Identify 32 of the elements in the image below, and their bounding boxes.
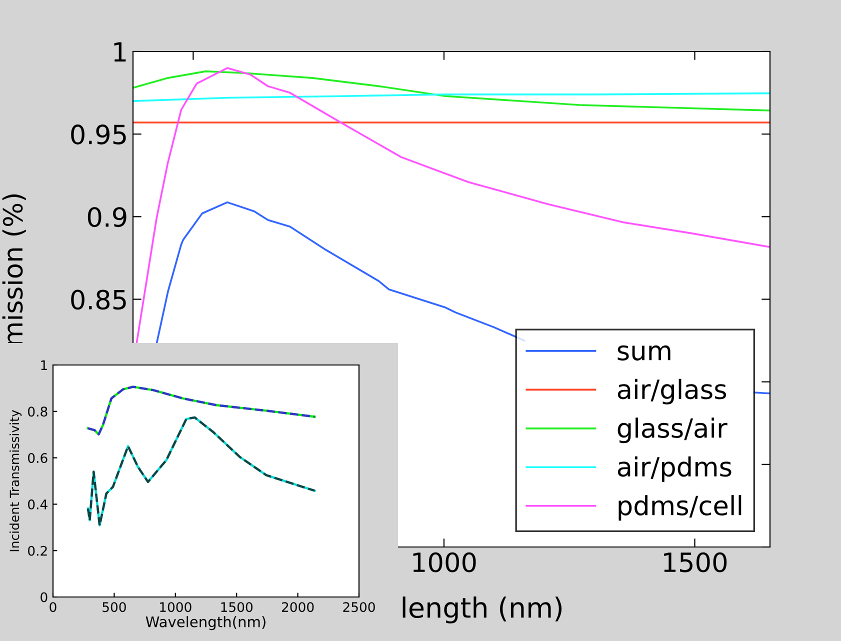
x-tick-label: 2000 xyxy=(282,602,314,612)
line-series xyxy=(86,386,316,436)
x-tick-label: 2500 xyxy=(343,602,375,612)
legend-label: pdms/cell xyxy=(618,495,742,521)
x-tick-label: 500 xyxy=(102,602,126,612)
y-tick-label: 0.95 xyxy=(71,124,126,144)
line-series xyxy=(86,416,316,526)
y-tick-label: 0.9 xyxy=(88,207,126,228)
y-axis-title: mission (%) xyxy=(2,194,26,345)
y-tick-label: 0.2 xyxy=(28,546,47,556)
legend-label: air/glass xyxy=(618,378,726,404)
y-tick-label: 0.4 xyxy=(28,499,48,510)
x-tick-label: 1000 xyxy=(160,602,192,612)
line-series xyxy=(133,92,770,102)
line-series xyxy=(133,70,770,112)
x-tick-label: 1000 xyxy=(413,552,476,572)
y-tick-label: 1 xyxy=(114,42,126,62)
y-tick-label: 0 xyxy=(40,592,48,602)
y-tick-label: 0.8 xyxy=(28,406,48,417)
x-tick-label: 1500 xyxy=(664,552,727,572)
legend-label: glass/air xyxy=(618,418,728,444)
y-axis-title: Incident Transmissivity xyxy=(10,410,22,552)
y-tick-label: 0.6 xyxy=(28,453,48,463)
legend-label: air/pdms xyxy=(618,456,732,482)
x-tick-label: 1500 xyxy=(221,602,253,612)
legend-label: sum xyxy=(618,345,670,361)
line-series xyxy=(136,67,770,345)
x-axis-title: Wavelength(nm) xyxy=(146,616,266,630)
x-tick-label: 0 xyxy=(50,602,56,612)
y-tick-label: 1 xyxy=(41,360,47,370)
x-axis-title: length (nm) xyxy=(402,596,562,624)
y-tick-label: 0.85 xyxy=(71,290,126,310)
